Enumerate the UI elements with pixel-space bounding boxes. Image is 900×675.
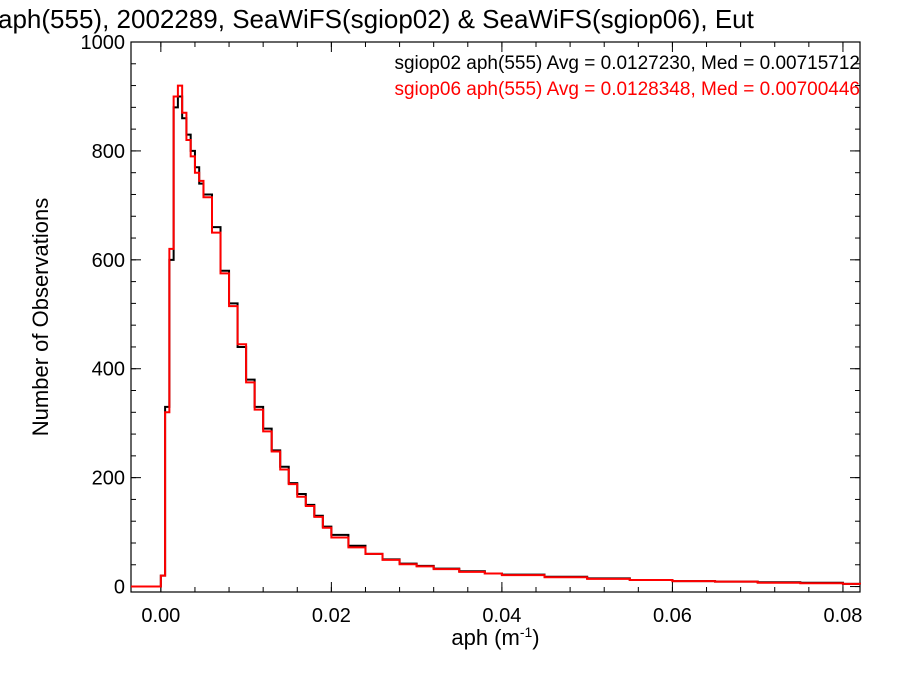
x-tick-label: 0.02 — [312, 605, 351, 627]
series-layer — [130, 84, 861, 588]
y-axis-label: Number of Observations — [28, 198, 53, 436]
y-tick-label: 0 — [114, 577, 125, 599]
y-tick-label: 400 — [92, 359, 125, 381]
legend-entry-2: sgiop06 aph(555) Avg = 0.0128348, Med = … — [394, 79, 860, 100]
y-tick-label: 800 — [92, 141, 125, 163]
x-axis-label-close: ) — [532, 625, 539, 650]
y-tick-label: 1000 — [81, 32, 126, 54]
x-axis-label-superscript: -1 — [520, 624, 533, 640]
y-tick-label: 200 — [92, 468, 125, 490]
plot-border — [130, 41, 861, 593]
plot-frame — [130, 41, 861, 593]
series-line-2 — [131, 84, 861, 588]
x-axis-label: aph (m-1) — [451, 624, 539, 650]
legend-entry-1: sgiop02 aph(555) Avg = 0.0127230, Med = … — [394, 53, 860, 74]
x-axis-ticks: 0.00 0.02 0.04 0.06 0.08 — [141, 42, 862, 627]
x-tick-label: 0.00 — [141, 605, 180, 627]
x-tick-label: 0.06 — [653, 605, 692, 627]
x-tick-label: 0.08 — [823, 605, 862, 627]
chart-title: aph(555), 2002289, SeaWiFS(sgiop02) & Se… — [0, 4, 755, 34]
x-axis-label-main: aph (m — [451, 625, 519, 650]
series-line-1 — [131, 95, 861, 588]
y-tick-label: 600 — [92, 250, 125, 272]
x-tick-label: 0.04 — [482, 605, 521, 627]
legend: sgiop02 aph(555) Avg = 0.0127230, Med = … — [394, 53, 860, 100]
y-axis-ticks: 0 200 400 600 800 1000 — [81, 32, 860, 599]
